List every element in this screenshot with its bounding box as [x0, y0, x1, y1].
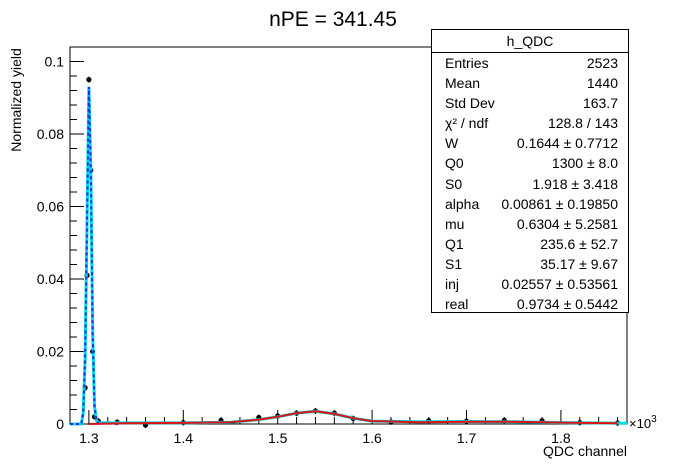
stats-value: 1300 ± 8.0	[551, 155, 618, 172]
y-tick-label: 0.06	[37, 199, 64, 215]
stats-row: Q0 1300 ± 8.0	[432, 153, 628, 173]
plot-area: 0 0.02 0.04 0.06 0.08 0.1 1.3 1.4 1.5 1.6 1.7 1.8	[37, 46, 628, 446]
x-tick-label: 1.4	[174, 430, 194, 446]
stats-value: 163.7	[582, 95, 618, 112]
data-point	[86, 77, 92, 83]
stats-value: 0.6304 ± 5.2581	[516, 215, 618, 232]
stats-value: 0.1644 ± 0.7712	[516, 135, 618, 152]
fit-signal-curve	[88, 410, 618, 425]
stats-label: χ² / ndf	[445, 115, 489, 132]
stats-label: S1	[445, 255, 463, 272]
y-axis-label: Normalized yield	[8, 48, 24, 151]
stats-label: Q1	[445, 235, 464, 252]
stats-value: 0.00861 ± 0.19850	[501, 195, 618, 212]
stats-label: S0	[445, 175, 463, 192]
stats-row: Std Dev 163.7	[432, 93, 628, 113]
x-tick-label: 1.6	[362, 430, 382, 446]
stats-label: inj	[445, 276, 460, 293]
y-tick-label: 0.02	[37, 344, 64, 360]
stats-value: 1.918 ± 3.418	[532, 175, 618, 192]
x-tick-label: 1.3	[79, 430, 99, 446]
stats-box: h_QDC Entries 2523 Mean 1440 Std Dev 163.7 χ² …	[431, 29, 629, 313]
stats-row: Mean 1440	[432, 73, 628, 93]
stats-row: χ² / ndf 128.8 / 143	[432, 113, 628, 133]
stats-value: 0.9734 ± 0.5442	[516, 296, 618, 313]
stats-label: Std Dev	[445, 95, 495, 112]
chart-title: nPE = 341.45	[269, 8, 397, 31]
stats-row: W 0.1644 ± 0.7712	[432, 133, 628, 153]
fit-pedestal-curve	[70, 86, 118, 425]
x-tick-label: 1.7	[457, 430, 477, 446]
stats-value: 128.8 / 143	[547, 115, 618, 132]
stats-row: inj 0.02557 ± 0.53561	[432, 274, 628, 294]
stats-value: 0.02557 ± 0.53561	[501, 276, 618, 293]
x-axis-label: QDC channel	[543, 443, 627, 459]
stats-label: W	[445, 135, 459, 152]
y-tick-label: 0.08	[37, 126, 64, 142]
stats-label: mu	[445, 215, 465, 232]
stats-label: alpha	[445, 195, 480, 212]
y-tick-label: 0	[56, 416, 64, 432]
stats-label: real	[445, 296, 469, 313]
stats-row: S1 35.17 ± 9.67	[432, 254, 628, 274]
stats-row: Q1 235.6 ± 52.7	[432, 234, 628, 254]
x-tick-label: 1.8	[551, 430, 571, 446]
stats-row: real 0.9734 ± 0.5442	[432, 294, 628, 314]
y-tick-label: 0.1	[45, 54, 65, 70]
stats-row: alpha 0.00861 ± 0.19850	[432, 194, 628, 214]
x-axis-multiplier: ×103	[629, 414, 657, 431]
stats-value: 1440	[586, 75, 618, 92]
stats-label: Q0	[445, 155, 464, 172]
y-tick-label: 0.04	[37, 271, 64, 287]
stats-value: 35.17 ± 9.67	[540, 255, 618, 272]
stats-title: h_QDC	[432, 30, 628, 53]
stats-value: 2523	[586, 55, 618, 71]
stats-label: Entries	[445, 55, 489, 71]
stats-row: S0 1.918 ± 3.418	[432, 174, 628, 194]
stats-row: mu 0.6304 ± 5.2581	[432, 214, 628, 234]
stats-label: Mean	[445, 75, 481, 92]
stats-rows: Entries 2523 Mean 1440 Std Dev 163.7 χ² / ndf 1…	[432, 53, 628, 314]
stats-value: 235.6 ± 52.7	[540, 235, 618, 252]
stats-row: Entries 2523	[432, 53, 628, 73]
x-tick-label: 1.5	[268, 430, 288, 446]
